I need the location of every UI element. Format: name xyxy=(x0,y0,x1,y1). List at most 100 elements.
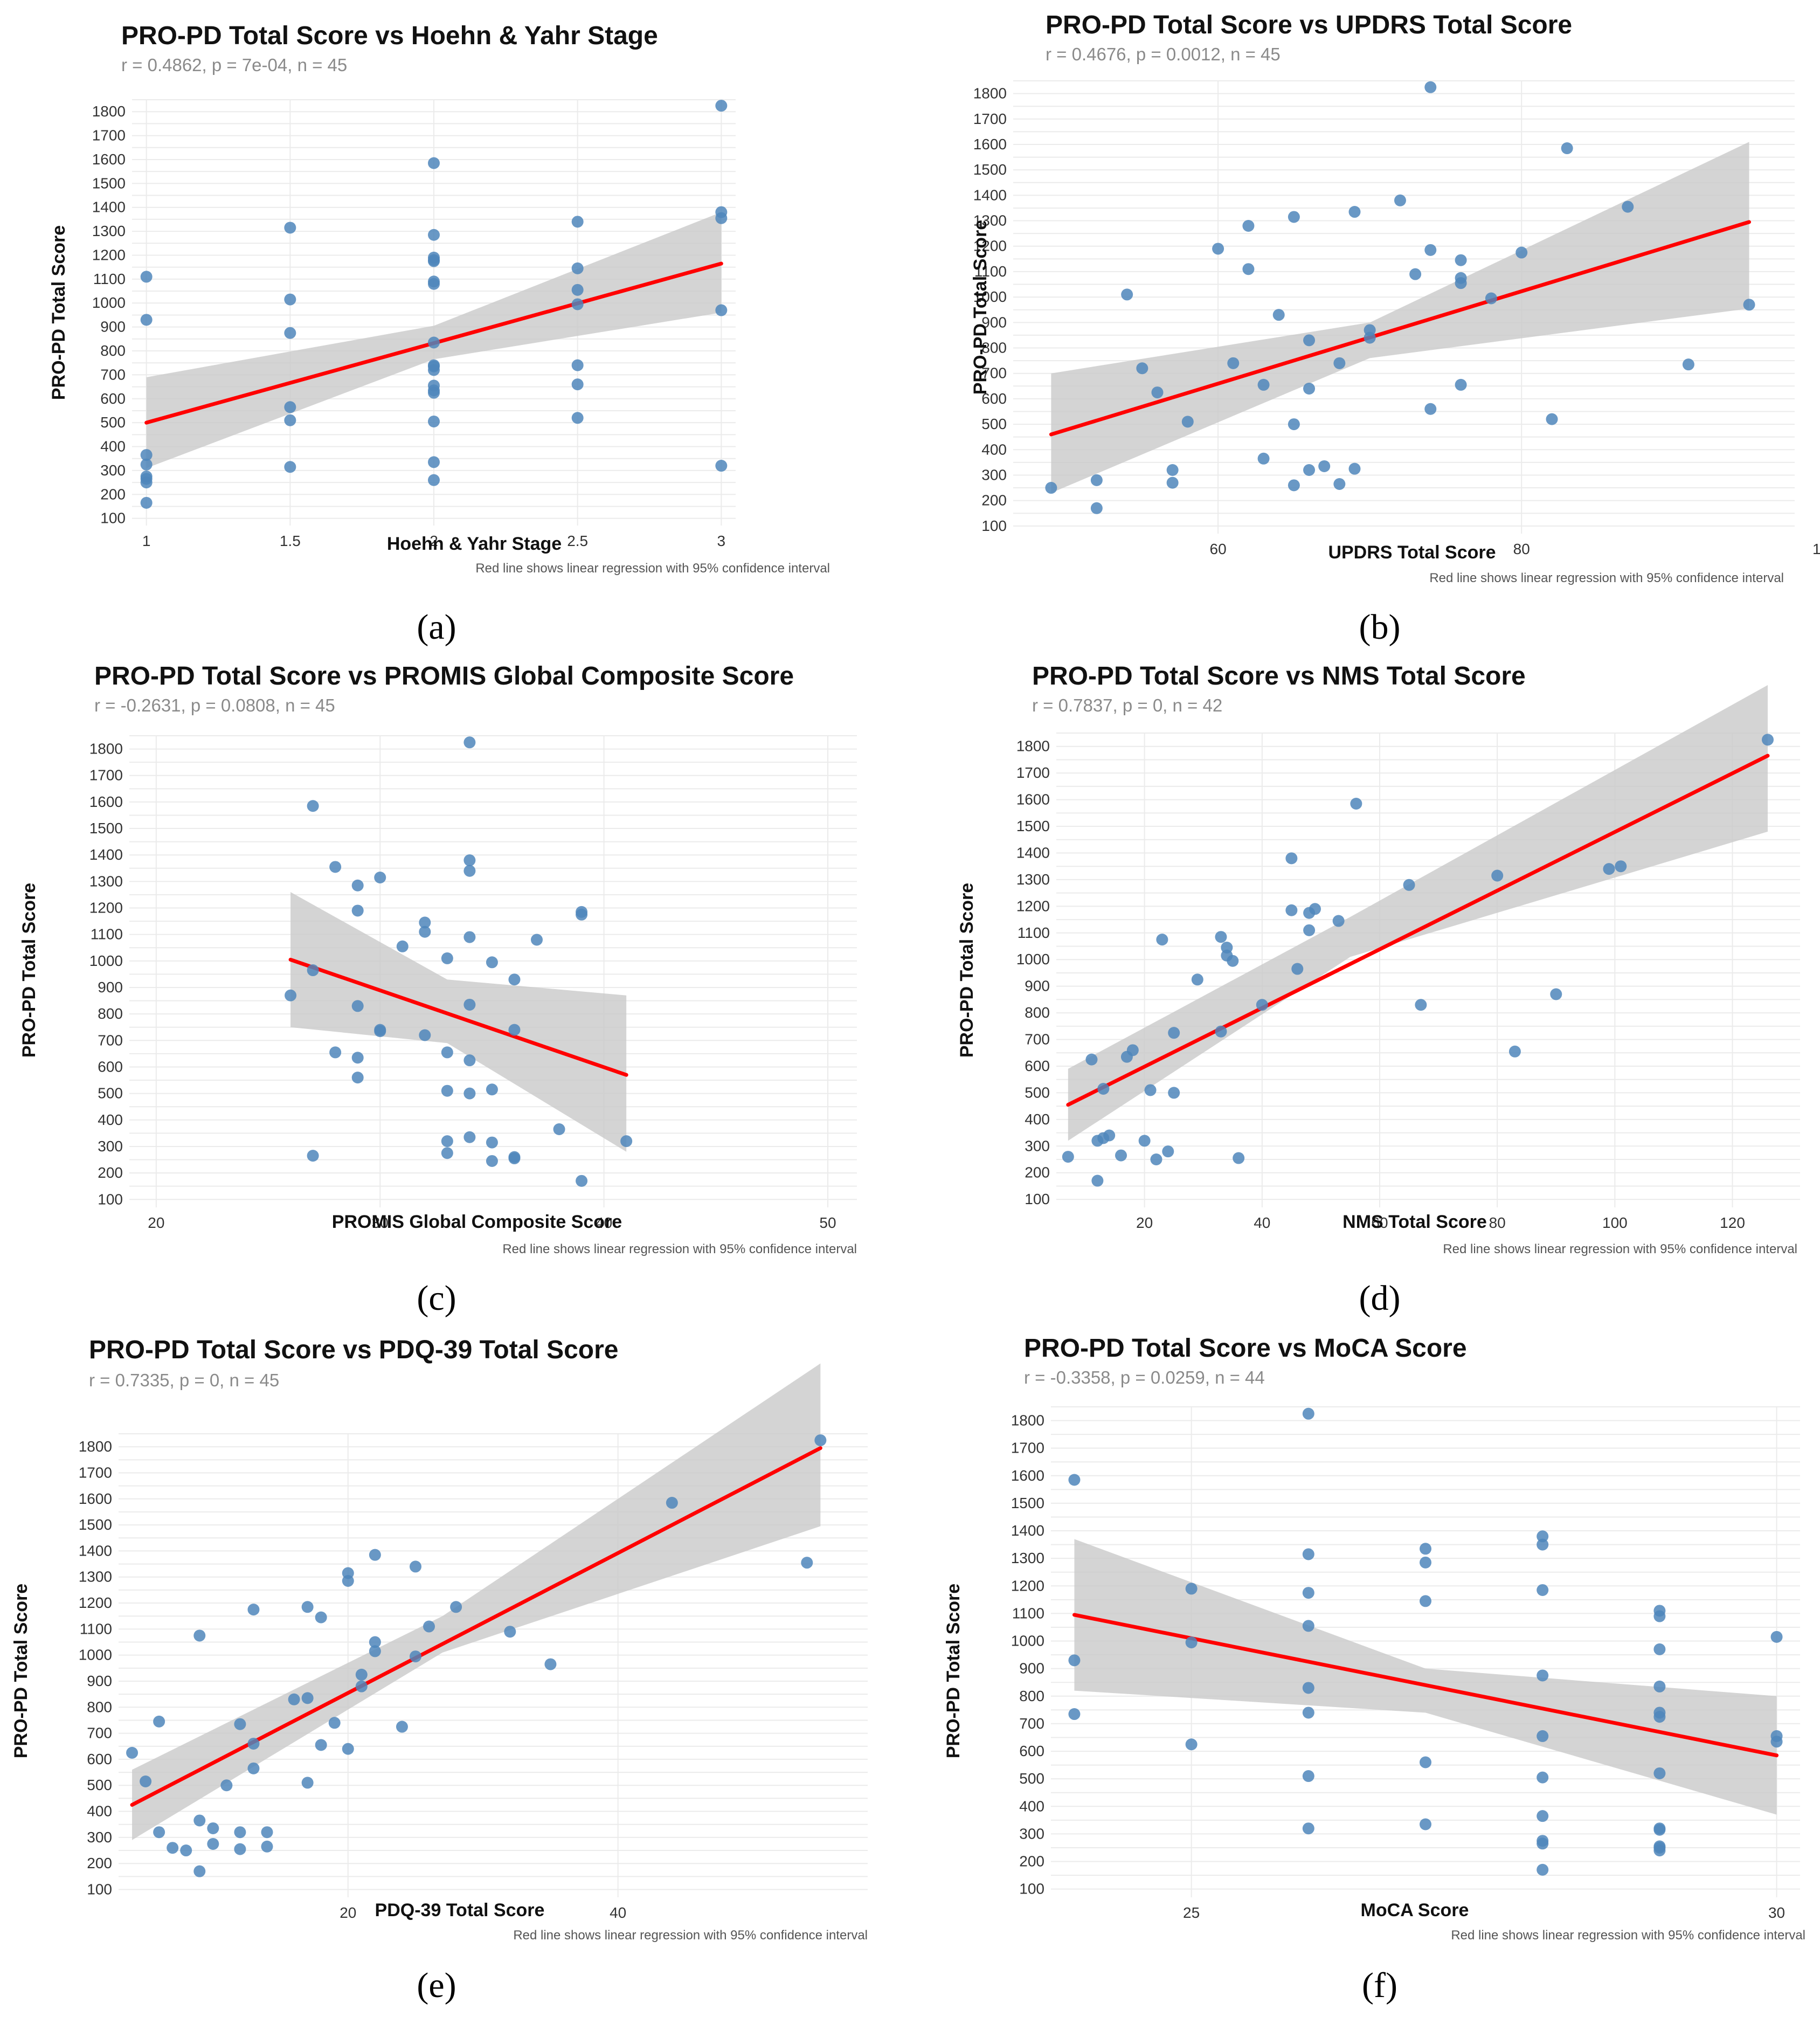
data-point xyxy=(1288,211,1300,223)
chart-panel-e: 100 200 300 400 500 600 700 800 900 1000 1100 1200 1… xyxy=(11,1336,868,2005)
y-tick-label: 200 xyxy=(1019,1853,1044,1870)
data-point xyxy=(544,1658,557,1670)
data-point xyxy=(428,229,440,241)
y-tick-label: 1100 xyxy=(974,263,1007,280)
data-point xyxy=(247,1762,260,1774)
data-point xyxy=(1762,734,1774,746)
data-point xyxy=(284,414,296,426)
data-point xyxy=(247,1604,260,1616)
data-point xyxy=(328,1717,341,1729)
y-tick-label: 900 xyxy=(981,314,1007,330)
y-tick-label: 700 xyxy=(1019,1715,1044,1732)
data-point xyxy=(1550,988,1562,1000)
data-point xyxy=(193,1814,206,1827)
data-point xyxy=(423,1620,435,1633)
x-tick-label: 50 xyxy=(819,1214,836,1231)
x-axis-title: UPDRS Total Score xyxy=(1328,542,1496,563)
data-point xyxy=(571,216,584,228)
data-point xyxy=(508,1024,521,1036)
data-point xyxy=(153,1715,165,1728)
chart-panel-c: 100 200 300 400 500 600 700 800 900 1000 1100 1200 1… xyxy=(19,662,857,1318)
chart-title: PRO-PD Total Score vs Hoehn & Yahr Stage xyxy=(121,22,658,50)
data-point xyxy=(1515,246,1528,259)
data-point xyxy=(1285,852,1298,865)
data-point xyxy=(1653,1680,1666,1692)
chart-subtitle: r = 0.7837, p = 0, n = 42 xyxy=(1032,695,1222,715)
y-tick-label: 800 xyxy=(98,1005,123,1022)
data-point xyxy=(1561,142,1573,155)
y-tick-label: 600 xyxy=(98,1058,123,1075)
y-axis-title: PRO-PD Total Score xyxy=(943,1584,964,1758)
data-point xyxy=(1537,1584,1549,1596)
x-axis-title: PDQ-39 Total Score xyxy=(375,1900,545,1920)
data-point xyxy=(1537,1730,1549,1742)
data-point xyxy=(1424,244,1437,256)
x-tick-label: 60 xyxy=(1371,1214,1388,1231)
y-tick-label: 700 xyxy=(100,366,126,383)
x-tick-label: 100 xyxy=(1602,1214,1628,1231)
data-point xyxy=(1420,1818,1431,1830)
data-point xyxy=(1415,999,1427,1011)
data-point xyxy=(1227,955,1239,967)
chart-title: PRO-PD Total Score vs PROMIS Global Comp… xyxy=(94,662,794,690)
data-point xyxy=(428,278,440,290)
x-tick-label: 40 xyxy=(1254,1214,1270,1231)
data-point xyxy=(463,1054,476,1067)
y-tick-label: 1500 xyxy=(1011,1495,1044,1511)
y-tick-label: 1000 xyxy=(92,294,126,311)
data-point xyxy=(1045,482,1057,494)
data-point xyxy=(247,1737,260,1750)
data-point xyxy=(571,298,584,310)
data-point xyxy=(1285,904,1298,916)
data-point xyxy=(329,861,342,873)
data-point xyxy=(285,989,297,1001)
data-point xyxy=(1233,1152,1245,1164)
data-point xyxy=(1303,383,1316,395)
data-point xyxy=(1770,1631,1783,1643)
data-point xyxy=(207,1822,219,1834)
x-tick-label: 2.5 xyxy=(567,533,588,549)
data-point xyxy=(1615,860,1627,873)
data-point xyxy=(576,1175,588,1187)
chart-panel-f: 100 200 300 400 500 600 700 800 900 1000 1100 1200 1… xyxy=(943,1334,1805,2005)
y-tick-label: 900 xyxy=(1019,1660,1044,1677)
chart-panel-b: 100 200 300 400 500 600 700 800 900 1000 1100 1200 1… xyxy=(970,11,1820,647)
x-axis-title: Hoehn & Yahr Stage xyxy=(387,534,562,554)
data-point xyxy=(428,255,440,267)
y-tick-label: 1200 xyxy=(1011,1577,1044,1594)
gridlines xyxy=(129,735,857,1207)
data-point xyxy=(1215,1025,1227,1038)
data-point xyxy=(1091,1175,1104,1187)
data-point xyxy=(351,879,364,892)
data-point xyxy=(715,212,728,224)
data-point xyxy=(140,1776,152,1787)
data-point xyxy=(1537,1669,1549,1682)
data-point xyxy=(301,1601,314,1613)
panel-label: (d) xyxy=(1359,1279,1401,1318)
chart-subtitle: r = 0.4862, p = 7e-04, n = 45 xyxy=(121,55,347,75)
y-axis-title: PRO-PD Total Score xyxy=(11,1584,31,1758)
y-tick-label: 800 xyxy=(981,340,1007,356)
data-point xyxy=(428,157,440,169)
data-point xyxy=(1121,288,1133,301)
data-point xyxy=(1537,1837,1549,1850)
x-tick-label: 40 xyxy=(610,1904,626,1921)
x-tick-label: 80 xyxy=(1513,541,1530,557)
y-tick-label: 900 xyxy=(1025,978,1050,994)
data-point xyxy=(508,973,521,986)
data-point xyxy=(441,1147,453,1159)
data-point xyxy=(351,904,364,917)
data-point xyxy=(284,327,296,339)
y-tick-label: 400 xyxy=(981,441,1007,458)
data-point xyxy=(180,1844,192,1857)
data-point xyxy=(1242,263,1255,275)
data-point xyxy=(193,1629,206,1642)
data-point xyxy=(1455,277,1467,289)
data-point xyxy=(1151,386,1164,399)
data-point xyxy=(1333,478,1346,490)
y-tick-label: 100 xyxy=(1019,1881,1044,1897)
data-point xyxy=(1409,268,1422,280)
regression-line xyxy=(1049,220,1752,437)
data-point xyxy=(1537,1530,1549,1543)
data-point xyxy=(1166,464,1179,476)
